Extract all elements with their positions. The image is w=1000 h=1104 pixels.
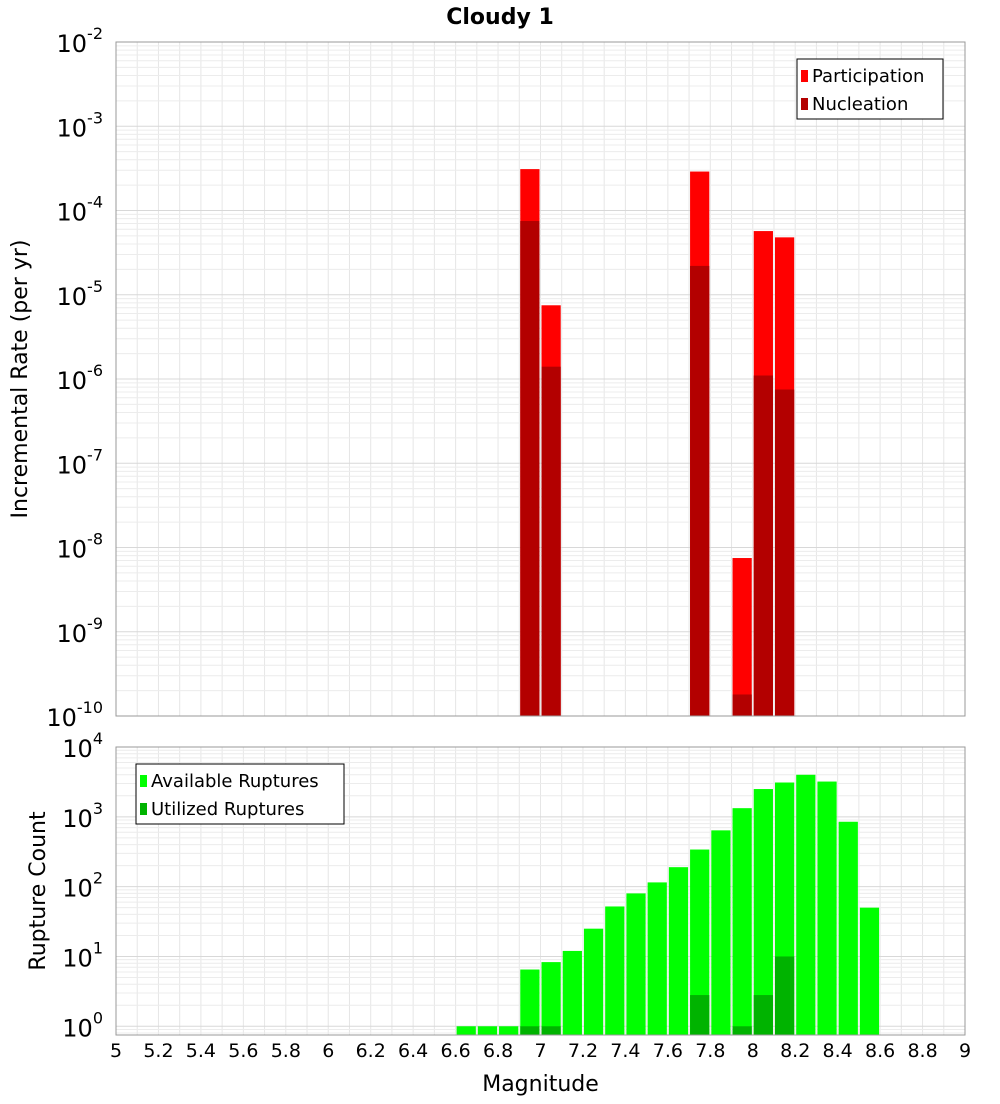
x-tick-label: 6.8	[483, 1040, 513, 1062]
bar-nucleation	[690, 265, 710, 716]
y-tick-label: 104	[62, 729, 103, 763]
legend-label: Utilized Ruptures	[151, 799, 304, 820]
bar-nucleation	[753, 375, 773, 716]
y-axis-label: Incremental Rate (per yr)	[8, 240, 33, 519]
series-utilized-ruptures	[520, 956, 795, 1035]
y-axis-label: Rupture Count	[26, 811, 51, 971]
bar-available-ruptures	[796, 774, 816, 1035]
bar-utilized-ruptures	[690, 995, 710, 1035]
bar-available-ruptures	[626, 893, 646, 1035]
y-tick-label: 10-5	[57, 277, 104, 311]
y-tick-label: 100	[62, 1008, 103, 1042]
bar-available-ruptures	[838, 821, 858, 1035]
grid	[115, 42, 966, 717]
bar-available-ruptures	[817, 781, 837, 1035]
x-tick-label: 5	[110, 1040, 122, 1062]
x-tick-label: 8.8	[907, 1040, 937, 1062]
bar-nucleation	[541, 366, 561, 716]
bar-participation	[732, 558, 752, 716]
bar-utilized-ruptures	[774, 956, 795, 1035]
legend-swatch	[801, 98, 808, 110]
y-tick-label: 10-9	[57, 614, 104, 648]
y-tick-label: 10-7	[57, 445, 104, 479]
series-nucleation	[520, 221, 795, 716]
bar-nucleation	[774, 389, 795, 716]
x-tick-label: 8.6	[865, 1040, 895, 1062]
bar-available-ruptures	[541, 962, 561, 1035]
bar-available-ruptures	[562, 950, 582, 1035]
legend-box	[135, 763, 345, 825]
chart-panel-top: 10-10 10-9 10-8 10-7 10-6 10-5 10-4 10-3 10-2 Inc…	[8, 24, 966, 732]
legend-box	[796, 58, 944, 120]
plot-frame	[115, 746, 966, 1036]
x-tick-label: 7.2	[568, 1040, 598, 1062]
y-tick-label: 10-6	[57, 361, 104, 395]
bar-available-ruptures	[583, 928, 604, 1035]
y-tick-label: 10-2	[57, 24, 104, 58]
bar-available-ruptures	[668, 867, 689, 1035]
legend-label: Available Ruptures	[151, 771, 319, 792]
bar-utilized-ruptures	[541, 1026, 561, 1035]
x-axis-label: Magnitude	[482, 1072, 599, 1097]
bar-available-ruptures	[859, 907, 880, 1035]
x-tick-label: 5.2	[143, 1040, 173, 1062]
x-tick-label: 6.4	[398, 1040, 428, 1062]
x-tick-label: 6	[322, 1040, 334, 1062]
bar-available-ruptures	[711, 830, 731, 1035]
bar-available-ruptures	[605, 906, 625, 1035]
bar-available-ruptures	[520, 969, 540, 1035]
x-tick-label: 6.6	[440, 1040, 470, 1062]
legend: Available Ruptures Utilized Ruptures	[135, 763, 345, 825]
x-tick-label: 5.4	[186, 1040, 216, 1062]
bar-available-ruptures	[477, 1026, 498, 1035]
bar-nucleation	[520, 221, 540, 716]
bar-utilized-ruptures	[520, 1026, 540, 1035]
legend-label: Nucleation	[812, 94, 908, 115]
legend-label: Participation	[812, 66, 924, 87]
x-tick-label: 5.6	[228, 1040, 258, 1062]
legend-swatch	[140, 775, 147, 787]
legend-swatch	[801, 70, 808, 82]
x-tick-label: 7	[534, 1040, 546, 1062]
y-tick-label: 10-10	[46, 698, 103, 732]
bar-nucleation	[732, 694, 752, 716]
x-tick-label: 6.2	[356, 1040, 386, 1062]
bar-available-ruptures	[732, 808, 752, 1035]
x-tick-label: 7.4	[610, 1040, 640, 1062]
bar-utilized-ruptures	[732, 1026, 752, 1035]
chart-panel-bottom: 100 101 102 103 104 Rupture Count 5 5.2 5.4 5.6 5.…	[26, 729, 971, 1097]
x-tick-label: 8.4	[823, 1040, 853, 1062]
legend-swatch	[140, 803, 147, 815]
x-tick-label: 5.8	[271, 1040, 301, 1062]
x-tick-label: 8.2	[780, 1040, 810, 1062]
x-tick-label: 7.8	[695, 1040, 725, 1062]
y-tick-label: 102	[62, 869, 103, 903]
y-tick-label: 10-3	[57, 108, 104, 142]
plot-frame	[115, 41, 966, 717]
y-tick-label: 10-4	[57, 193, 104, 227]
chart-title: Cloudy 1	[446, 5, 554, 30]
y-tick-label: 101	[62, 938, 103, 972]
bar-available-ruptures	[690, 849, 710, 1035]
bar-utilized-ruptures	[753, 995, 773, 1035]
x-tick-label: 9	[959, 1040, 971, 1062]
bar-available-ruptures	[499, 1026, 519, 1035]
x-tick-label: 7.6	[653, 1040, 683, 1062]
x-tick-label: 8	[747, 1040, 759, 1062]
bar-available-ruptures	[647, 882, 667, 1035]
bar-available-ruptures	[753, 789, 773, 1035]
y-tick-label: 10-8	[57, 530, 104, 564]
bar-available-ruptures	[456, 1026, 476, 1035]
y-tick-label: 103	[62, 799, 103, 833]
legend: Participation Nucleation	[796, 58, 944, 120]
